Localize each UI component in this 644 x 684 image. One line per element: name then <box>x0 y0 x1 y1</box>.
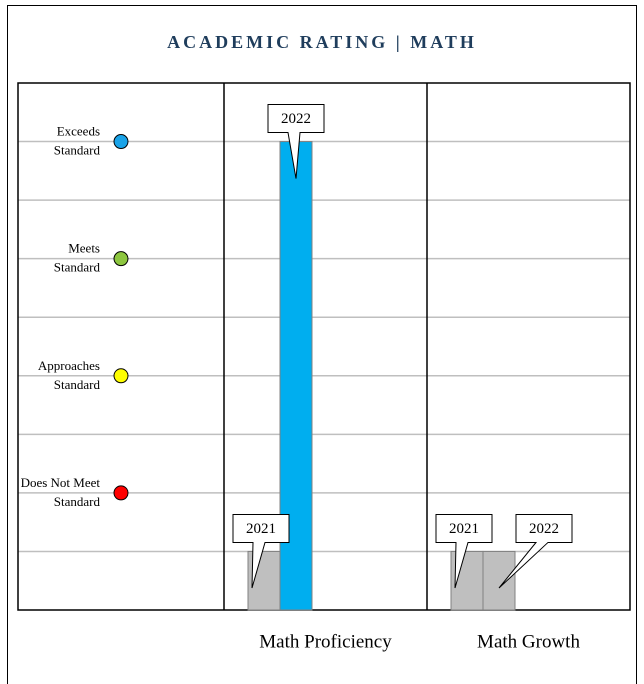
y-tick-label: Exceeds Standard <box>54 124 101 158</box>
x-tick-label: Math Growth <box>477 631 580 652</box>
level-dot <box>113 485 129 501</box>
callout-box <box>232 513 290 589</box>
bar <box>482 550 516 611</box>
data-label: 2021 <box>246 521 276 537</box>
callout: 2022 <box>267 104 325 179</box>
y-tick-label: Meets Standard <box>54 241 101 275</box>
callout: 2021 <box>435 513 493 589</box>
level-dot <box>113 251 129 267</box>
y-tick-label: Does Not Meet Standard <box>21 475 101 509</box>
plot-frame <box>17 82 631 611</box>
callout-box <box>498 513 573 589</box>
callout-box <box>435 513 493 589</box>
outer-border <box>7 5 637 684</box>
x-tick-label: Math Proficiency <box>259 631 392 652</box>
data-label: 2022 <box>529 521 559 537</box>
level-dot <box>113 368 129 384</box>
level-dot <box>113 134 129 150</box>
callout: 2022 <box>498 513 573 589</box>
data-label: 2022 <box>281 111 311 127</box>
chart-title: ACADEMIC RATING | MATH <box>167 32 477 52</box>
y-tick-label: Approaches Standard <box>38 358 101 392</box>
callout-box <box>267 104 325 179</box>
callout: 2021 <box>232 513 290 589</box>
data-label: 2021 <box>449 521 479 537</box>
